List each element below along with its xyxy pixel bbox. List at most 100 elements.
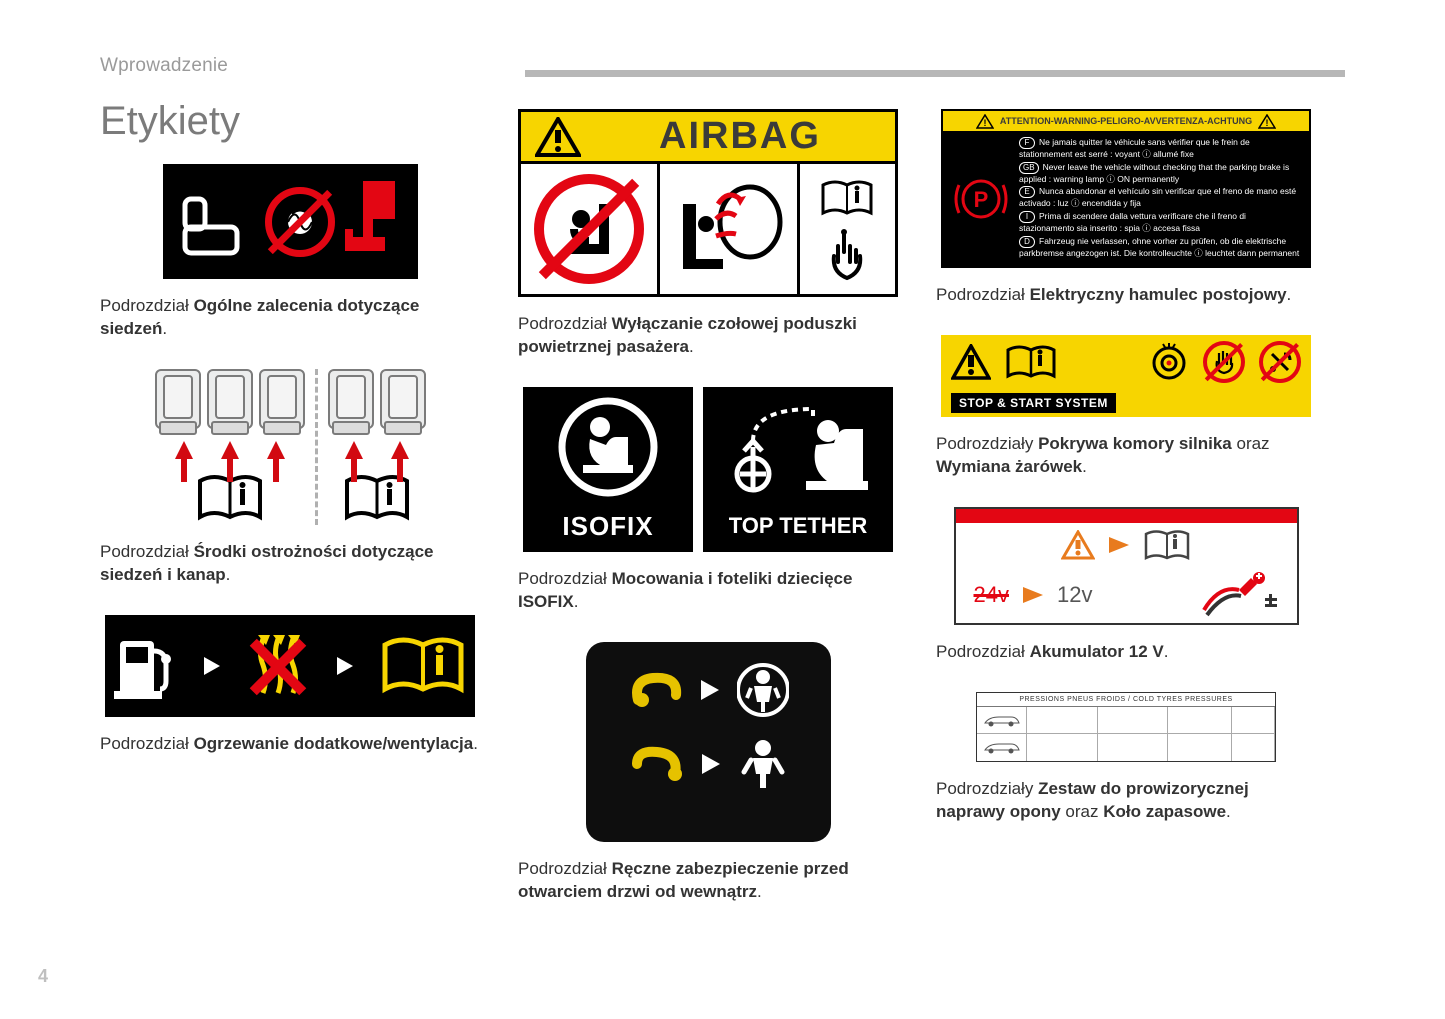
parking-header: ATTENTION-WARNING-PELIGRO-AVVERTENZA-ACH… [1000,116,1252,126]
warning-triangle-icon: ! [1258,114,1276,129]
seat-group-2 [328,369,426,525]
caption-text: oraz [1232,434,1270,453]
caption-bold: Koło zapasowe [1103,802,1226,821]
caption-text: . [574,592,579,611]
parking-line-text: Never leave the vehicle without checking… [1019,162,1289,184]
caption-seats-general: Podrozdział Ogólne zalecenia dotyczące s… [100,295,480,341]
parking-line: GBNever leave the vehicle without checki… [1019,162,1301,185]
parking-line-text: Ne jamais quitter le véhicule sans vérif… [1019,137,1250,159]
divider [315,369,318,525]
arrow-up-icon [345,441,363,459]
seat-icon [328,369,374,429]
caption-text: . [226,565,231,584]
column-2: AIRBAG [518,164,898,932]
arrow-up-icon [175,441,193,459]
car-side-icon [981,713,1021,727]
manual-book-icon [1143,527,1191,563]
battery-panel: 24v 12v [954,507,1299,625]
seat-icon [380,369,426,429]
caption-airbag: Podrozdział Wyłączanie czołowej poduszki… [518,313,898,359]
no-tool-icon [1259,341,1301,383]
parking-line-text: Prima di scendere dalla vettura verifica… [1019,211,1246,233]
warning-triangle-icon: ! [976,114,994,129]
handle-locked-icon [628,670,683,710]
warning-triangle-icon [535,117,581,157]
child-locked-icon [737,662,789,718]
caption-seats-precautions: Podrozdział Środki ostrożności dotyczące… [100,541,480,587]
svg-text:P: P [974,187,989,212]
parking-p-icon: P [951,137,1011,260]
warning-triangle-icon [1061,530,1095,560]
lang-badge: E [1019,186,1035,198]
page-number: 4 [38,966,48,987]
label-seats-precautions: Podrozdział Środki ostrożności dotyczące… [100,369,480,587]
lang-badge: D [1019,236,1035,248]
caption-text: Podrozdział [936,285,1030,304]
label-stop-start: STOP & START SYSTEM Podrozdziały Pokrywa… [936,335,1316,479]
caption-text: . [1287,285,1292,304]
caption-battery: Podrozdział Akumulator 12 V. [936,641,1316,664]
seat-group-3 [155,369,305,525]
red-x-icon [254,643,302,691]
no-hand-icon [1203,341,1245,383]
column-1: Podrozdział Ogólne zalecenia dotyczące s… [100,164,480,932]
stop-start-text: STOP & START SYSTEM [951,393,1116,413]
caption-tyre: Podrozdziały Zestaw do prowizorycznej na… [936,778,1316,824]
caption-text: Podrozdział [100,734,194,753]
label-battery: 24v 12v [936,507,1316,664]
parking-line-text: Nunca abandonar el vehículo sin verifica… [1019,186,1296,208]
arrow-right-icon [1109,537,1129,553]
parking-line: FNe jamais quitter le véhicule sans véri… [1019,137,1301,160]
prohibit-icon [265,187,335,257]
parking-line-text: Fahrzeug nie verlassen, ohne vorher zu p… [1019,236,1299,258]
top-tether-icon [718,399,878,509]
caption-text: . [1164,642,1169,661]
arrow-up-icon [267,441,285,459]
parking-text-block: FNe jamais quitter le véhicule sans véri… [1019,137,1301,260]
isofix-icon [558,397,658,497]
bracket-icon [343,179,398,264]
arrow-up-icon [221,441,239,459]
seat-flat-icon [182,187,257,257]
caption-text: . [473,734,478,753]
label-seats-general: Podrozdział Ogólne zalecenia dotyczące s… [100,164,480,341]
caption-text: Podrozdział [518,859,612,878]
isofix-text: ISOFIX [562,511,653,542]
svg-text:!: ! [983,118,986,128]
warning-triangle-icon [951,344,991,380]
arrow-right-icon [701,680,719,700]
airbag-label-frame: AIRBAG [518,109,898,297]
caption-text: oraz [1061,802,1104,821]
manual-book-icon [820,177,875,219]
lang-badge: I [1019,211,1035,223]
arrow-up-icon [391,441,409,459]
label-heating: Podrozdział Ogrzewanie dodatkowe/wentyla… [100,615,480,756]
caption-bold: Pokrywa komory silnika [1038,434,1232,453]
caption-bold: Wymiana żarówek [936,457,1082,476]
caption-text: Podrozdziały [936,434,1038,453]
pulley-icon [1149,341,1189,383]
caption-childlock: Podrozdział Ręczne zabezpieczenie przed … [518,858,898,904]
seat-icon [155,369,201,429]
caption-text: Podrozdział [100,296,194,315]
caption-bold: Akumulator 12 V [1030,642,1164,661]
manual-book-icon [1005,342,1057,382]
parking-line: ENunca abandonar el vehículo sin verific… [1019,186,1301,209]
seat-icon [259,369,305,429]
caption-engine: Podrozdziały Pokrywa komory silnika oraz… [936,433,1316,479]
lang-badge: GB [1019,162,1039,174]
lang-badge: F [1019,137,1035,149]
arrow-right-icon [204,657,220,675]
caption-bold: Elektryczny hamulec postojowy [1030,285,1287,304]
arrow-right-icon [702,754,720,774]
airbag-title: AIRBAG [599,115,881,158]
top-tether-panel: TOP TETHER [703,387,893,552]
airbag-prohibit-icon [534,174,644,284]
child-unlocked-icon [738,736,788,792]
caption-text: Podrozdział [518,569,612,588]
label-tyre: PRESSIONS PNEUS FROIDS / COLD TYRES PRES… [936,692,1316,824]
fuel-pump-icon [114,631,176,701]
caption-text: . [1082,457,1087,476]
battery-12v-text: 12v [1057,582,1092,608]
manual-page: Wprowadzenie Etykiety [0,0,1445,1019]
